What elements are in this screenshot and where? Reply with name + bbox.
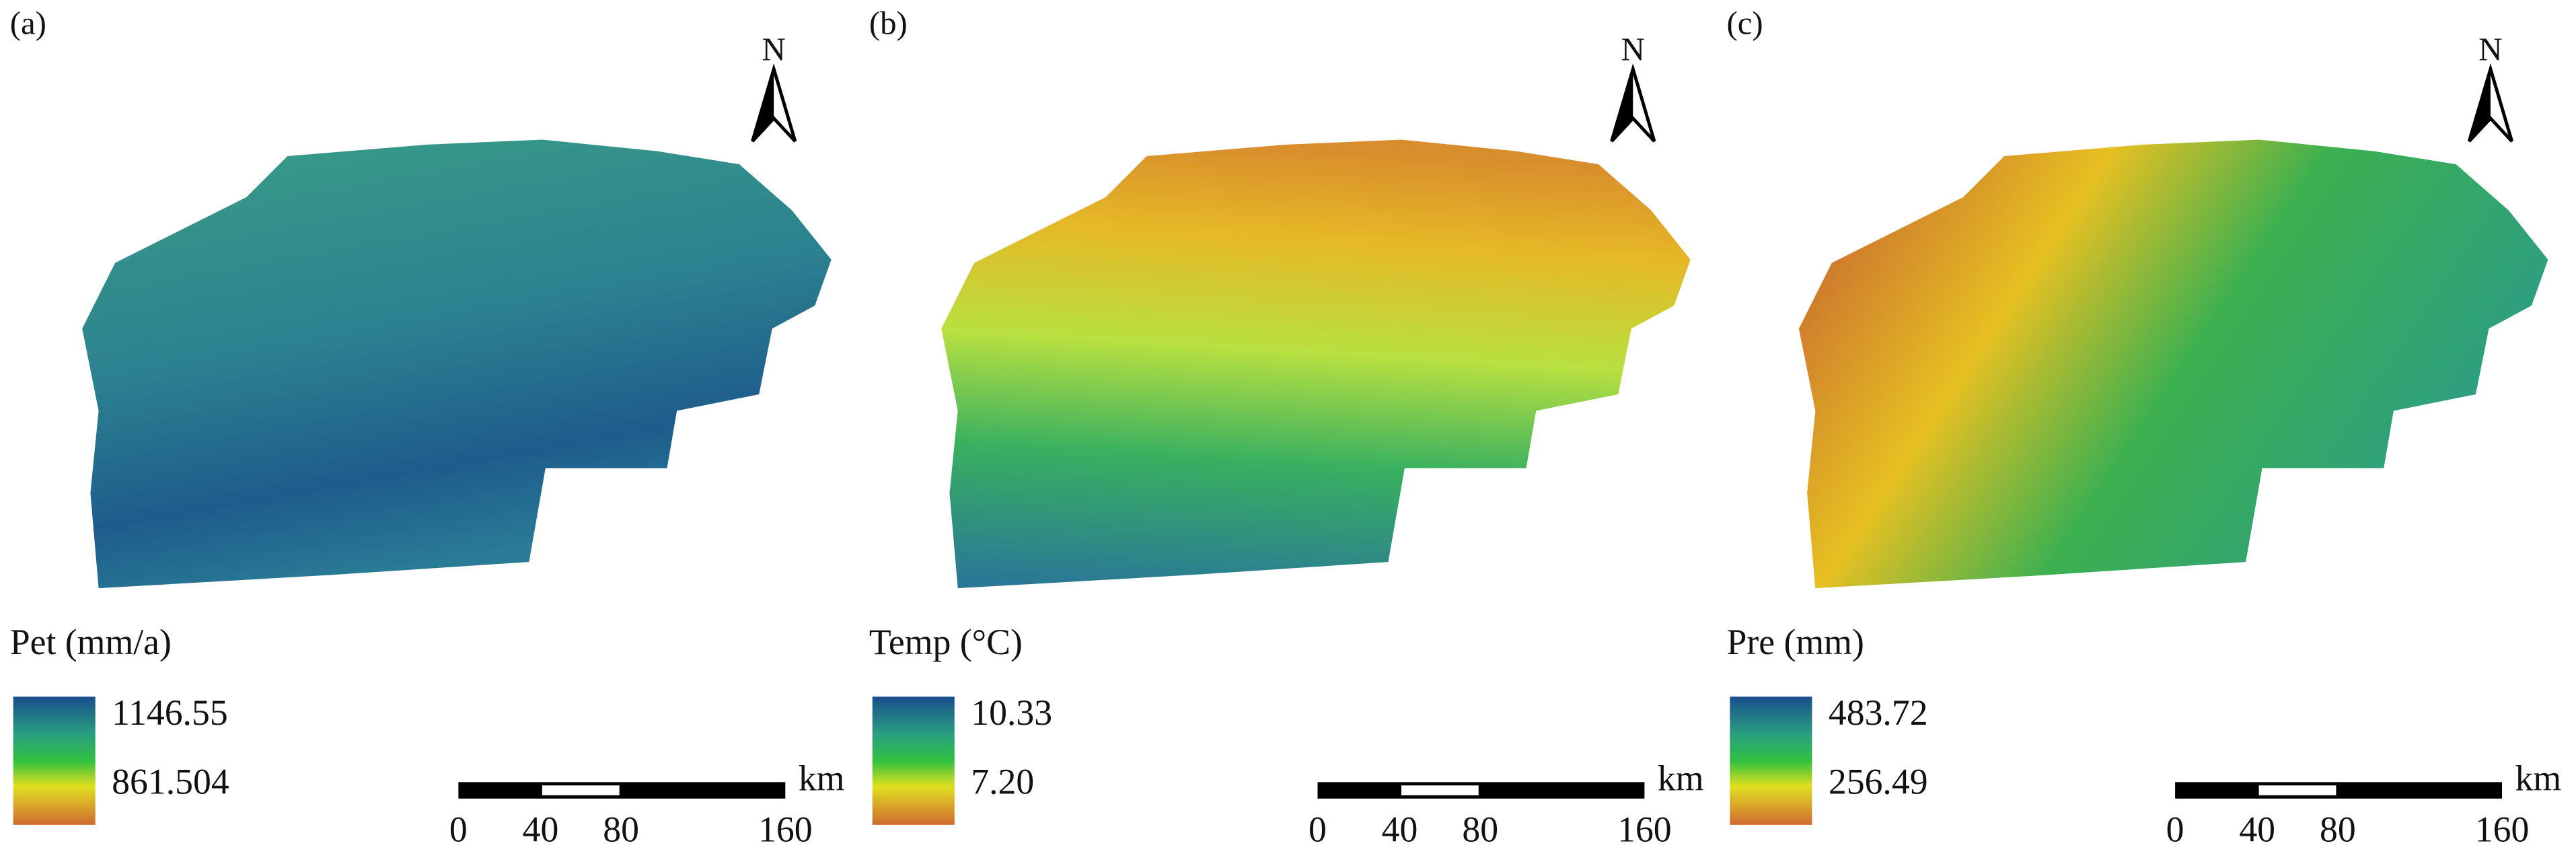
scale-bar-white [2258, 785, 2336, 795]
scale-tick-label: 80 [603, 809, 639, 849]
legend-title: Pre (mm) [1726, 622, 1864, 662]
scale-bar-white [1401, 785, 1479, 795]
panel: (c) N Pre (mm) 483.72 256.49 0 40 80 160 km [1726, 4, 2561, 849]
scale-bar [458, 782, 786, 799]
panel-label: (b) [869, 4, 908, 41]
north-label: N [762, 30, 786, 67]
map-region [82, 139, 832, 589]
legend-min: 256.49 [1829, 762, 1928, 802]
scale-unit: km [2515, 758, 2562, 799]
panel-label: (a) [10, 4, 46, 41]
scale-tick-label: 160 [758, 809, 813, 849]
scale-tick-label: 160 [1617, 809, 1672, 849]
panel: (b) N Temp (°C) 10.33 7.20 0 40 80 160 km [869, 4, 1704, 849]
north-label: N [1621, 30, 1645, 67]
north-arrow-half [752, 69, 774, 142]
legend-min: 7.20 [971, 762, 1034, 802]
scale-bar [2175, 782, 2503, 799]
scale-tick-label: 160 [2475, 809, 2530, 849]
legend-title: Pet (mm/a) [10, 622, 172, 662]
scale-bar-white [542, 785, 620, 795]
scale-tick-label: 40 [523, 809, 559, 849]
legend-max: 483.72 [1829, 692, 1928, 733]
scale-bar [1317, 782, 1645, 799]
scale-tick-label: 80 [2320, 809, 2356, 849]
legend-title: Temp (°C) [869, 622, 1023, 662]
legend-min: 861.504 [112, 762, 229, 802]
north-arrow-half [1611, 69, 1633, 142]
scale-unit: km [799, 758, 845, 799]
panel-label: (c) [1726, 4, 1763, 41]
color-bar [13, 696, 96, 825]
map-region [941, 139, 1691, 589]
scale-tick-label: 0 [1309, 809, 1327, 849]
scale-tick-label: 0 [2166, 809, 2184, 849]
color-bar [1730, 696, 1812, 825]
legend-max: 10.33 [971, 692, 1052, 733]
color-bar [872, 696, 955, 825]
scale-tick-label: 0 [449, 809, 468, 849]
panel: (a) N Pet (mm/a) 1146.55 861.504 0 40 80 160 km [10, 4, 845, 849]
map-region [1798, 139, 2548, 589]
scale-unit: km [1658, 758, 1704, 799]
scale-tick-label: 40 [1382, 809, 1418, 849]
north-label: N [2478, 30, 2502, 67]
scale-tick-label: 80 [1462, 809, 1498, 849]
legend-max: 1146.55 [112, 692, 228, 733]
scale-tick-label: 40 [2239, 809, 2275, 849]
north-arrow-half [2469, 69, 2491, 142]
